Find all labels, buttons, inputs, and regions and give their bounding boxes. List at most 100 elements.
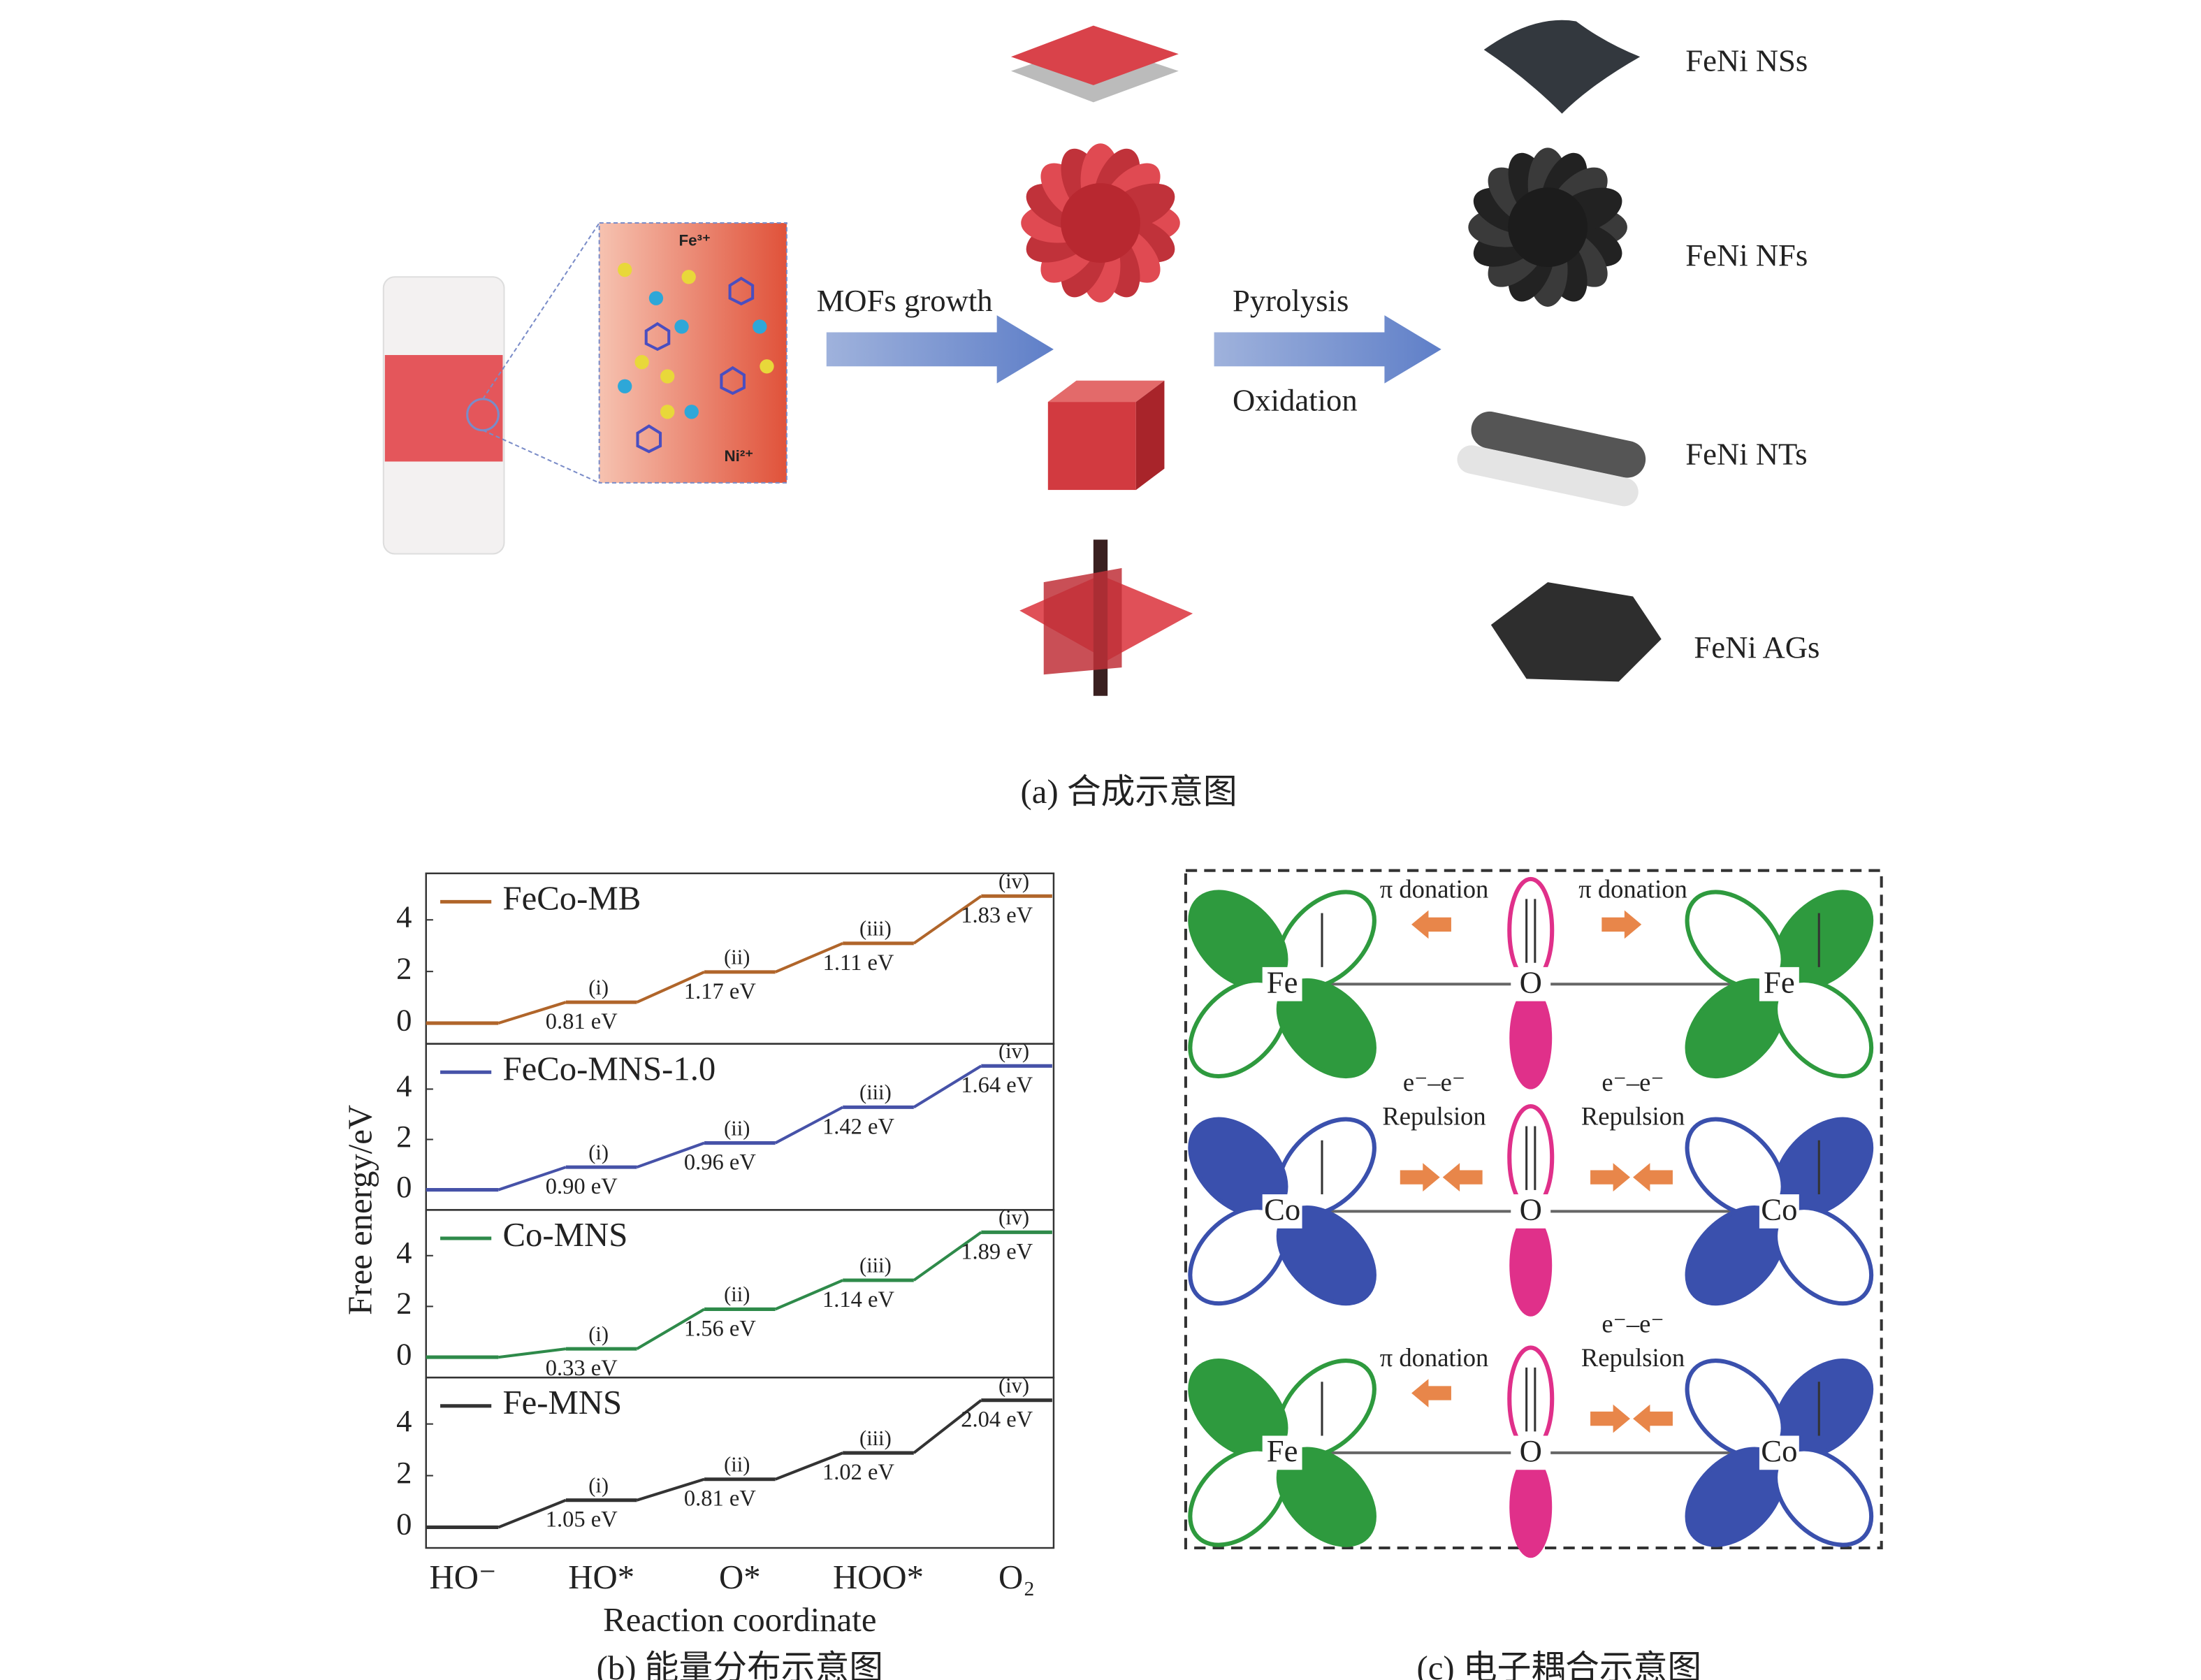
value-label: 1.14 eV: [822, 1287, 894, 1312]
caption: (a) 合成示意图: [1021, 773, 1237, 811]
value-label: 1.05 eV: [546, 1507, 618, 1533]
interaction-label: e⁻–e⁻: [1601, 1068, 1664, 1096]
y-tick-label: 2: [396, 950, 412, 985]
energy-step: [636, 1141, 705, 1169]
legend-label: FeCo-MB: [502, 880, 641, 918]
atom-label: Co: [1264, 1192, 1300, 1227]
ion-label: Fe³⁺: [678, 231, 710, 249]
ion: [681, 270, 696, 284]
x-tick-label: O*: [719, 1558, 761, 1596]
value-label: 1.17 eV: [684, 979, 756, 1004]
step-label: (i): [588, 1473, 609, 1497]
value-label: 1.56 eV: [684, 1316, 756, 1341]
step-label: Pyrolysis: [1233, 283, 1349, 318]
value-label: 0.81 eV: [684, 1486, 756, 1512]
atom-label-bg: [1511, 1435, 1551, 1470]
atom-label: O: [1520, 1433, 1542, 1468]
x-tick-label: O₂: [998, 1558, 1035, 1596]
energy-step: [774, 1106, 844, 1145]
y-tick-label: 2: [396, 1119, 412, 1154]
product-tube: [1471, 411, 1646, 478]
step-label: (iii): [859, 1426, 892, 1450]
value-label: 1.11 eV: [823, 950, 894, 976]
zoom-box: [598, 222, 787, 484]
o-orbital-bottom: [1509, 1214, 1553, 1317]
step-label: MOFs growth: [817, 283, 993, 318]
process-arrow: [826, 315, 1054, 384]
interaction-label: Repulsion: [1581, 1102, 1685, 1131]
mof-cube-top: [1047, 380, 1165, 403]
value-label: 1.02 eV: [822, 1460, 894, 1485]
step-label: (ii): [724, 1116, 750, 1140]
atom-label-bg: [1759, 1435, 1799, 1470]
step-label: (iii): [859, 1080, 892, 1104]
orange-arrow: [1590, 1404, 1630, 1433]
step-label: (iv): [998, 869, 1029, 893]
value-label: 1.83 eV: [961, 903, 1033, 928]
orange-arrow: [1633, 1404, 1673, 1433]
interaction-label: e⁻–e⁻: [1601, 1309, 1664, 1338]
y-tick-label: 0: [396, 1336, 412, 1371]
y-tick-label: 2: [396, 1286, 412, 1321]
value-label: 2.04 eV: [961, 1407, 1033, 1433]
ion: [753, 319, 767, 334]
caption: (b) 能量分布示意图: [597, 1649, 883, 1680]
ion: [674, 319, 689, 334]
energy-step: [774, 1451, 843, 1481]
atom-label-bg: [1511, 966, 1551, 1001]
y-tick-label: 4: [396, 1235, 412, 1270]
product-tube-shadow: [1457, 445, 1639, 507]
energy-step: [913, 1064, 982, 1109]
interaction-label: π donation: [1578, 875, 1687, 904]
value-label: 0.81 eV: [546, 1009, 618, 1034]
step-label: (iii): [859, 1254, 892, 1277]
mof-flower-core: [1061, 183, 1140, 263]
atom-label-bg: [1262, 966, 1302, 1001]
step-label: (iv): [998, 1039, 1029, 1063]
product-label: FeNi NSs: [1685, 43, 1808, 78]
energy-step: [774, 1279, 843, 1311]
step-label: (i): [588, 976, 609, 999]
o-orbital-bottom: [1509, 987, 1553, 1089]
step-label: (ii): [724, 1282, 750, 1306]
ion: [660, 405, 675, 419]
value-label: 0.96 eV: [684, 1150, 756, 1175]
energy-step: [636, 1308, 706, 1350]
energy-step: [498, 1347, 567, 1359]
ligand: [636, 424, 662, 454]
energy-step: [497, 1166, 567, 1192]
energy-step: [636, 1477, 705, 1502]
energy-step: [774, 942, 843, 973]
atom-label: Fe: [1267, 1433, 1298, 1468]
value-label: 1.64 eV: [961, 1073, 1033, 1098]
step-label: (i): [588, 1140, 609, 1164]
ion-label: Ni²⁺: [724, 447, 753, 465]
y-tick-label: 4: [396, 1069, 412, 1103]
ion: [618, 379, 632, 393]
step-label: (iii): [859, 917, 892, 941]
plot-frame: [425, 1376, 1055, 1549]
energy-step: [497, 1001, 567, 1024]
atom-label-bg: [1262, 1435, 1302, 1470]
y-tick-label: 4: [396, 899, 412, 934]
atom-label: Co: [1761, 1433, 1797, 1468]
step-label: (ii): [724, 1452, 750, 1476]
energy-step: [913, 1231, 982, 1282]
orange-arrow: [1590, 1163, 1630, 1192]
value-label: 1.42 eV: [822, 1114, 894, 1139]
interaction-label: Repulsion: [1382, 1102, 1486, 1131]
atom-label-bg: [1759, 1194, 1799, 1229]
ion: [660, 369, 675, 384]
y-tick-label: 2: [396, 1455, 412, 1490]
interaction-label: π donation: [1380, 875, 1489, 904]
atom-label-bg: [1759, 966, 1799, 1001]
product-label: FeNi NFs: [1685, 238, 1808, 273]
product-flower-core: [1508, 187, 1588, 268]
step-label: (ii): [724, 946, 750, 969]
o-orbital-bottom: [1509, 1455, 1553, 1558]
atom-label: Fe: [1764, 965, 1795, 1000]
mof-cube: [1047, 402, 1136, 491]
atom-label: Fe: [1267, 965, 1298, 1000]
orange-arrow: [1411, 910, 1451, 939]
